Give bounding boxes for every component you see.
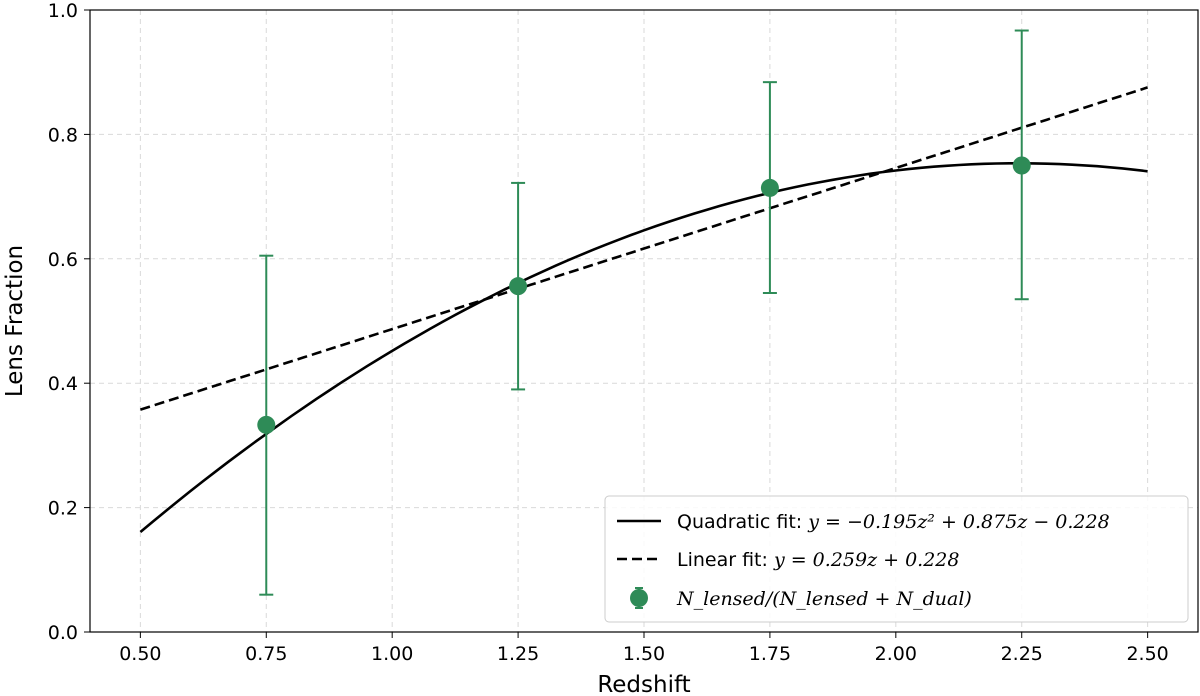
x-tick-label: 0.50	[119, 643, 161, 665]
x-tick-label: 2.00	[875, 643, 917, 665]
legend-linear-equation: y = 0.259z + 0.228	[773, 549, 960, 571]
legend-quadratic-label: Quadratic fit:	[677, 511, 808, 533]
legend-quadratic-equation: y = −0.195z² + 0.875z − 0.228	[807, 511, 1109, 533]
x-tick-label: 1.50	[623, 643, 665, 665]
data-point	[257, 415, 276, 434]
x-tick-label: 1.00	[371, 643, 413, 665]
legend-points-label: N_lensed/(N_lensed + N_dual)	[676, 588, 972, 610]
x-axis-label: Redshift	[597, 672, 690, 696]
linear-fit-line	[140, 86, 1149, 411]
y-tick-label: 0.2	[48, 498, 78, 520]
data-point-group	[1012, 29, 1031, 301]
quadratic-fit-line	[139, 162, 1148, 533]
data-points	[257, 29, 1031, 596]
x-tick-label: 0.75	[245, 643, 287, 665]
axis-ticks: 0.50 0.75 1.00 1.25 1.50 1.75 2.00 2.25 2.50 0.0 0…	[48, 0, 1169, 665]
x-tick-label: 1.25	[497, 643, 539, 665]
x-tick-label: 1.75	[749, 643, 791, 665]
data-point-group	[257, 254, 276, 596]
y-axis-label: Lens Fraction	[2, 245, 28, 397]
y-tick-label: 0.8	[48, 124, 78, 146]
data-point-group	[509, 181, 528, 391]
fit-lines	[139, 86, 1149, 533]
legend-points-swatch	[630, 587, 648, 609]
legend-linear-label: Linear fit:	[677, 549, 774, 571]
data-point-group	[760, 81, 779, 295]
y-tick-label: 1.0	[48, 0, 78, 22]
data-point	[760, 178, 779, 197]
x-tick-label: 2.25	[1001, 643, 1043, 665]
data-point	[1012, 156, 1031, 175]
x-tick-label: 2.50	[1126, 643, 1168, 665]
data-point	[509, 277, 528, 296]
y-tick-label: 0.4	[48, 373, 78, 395]
legend: Quadratic fit: y = −0.195z² + 0.875z − 0…	[604, 495, 1189, 623]
legend-linear-entry: Linear fit: y = 0.259z + 0.228	[677, 549, 959, 571]
legend-quadratic-entry: Quadratic fit: y = −0.195z² + 0.875z − 0…	[677, 511, 1110, 533]
legend-box	[604, 495, 1189, 623]
y-tick-label: 0.6	[48, 249, 78, 271]
y-tick-label: 0.0	[48, 622, 78, 644]
